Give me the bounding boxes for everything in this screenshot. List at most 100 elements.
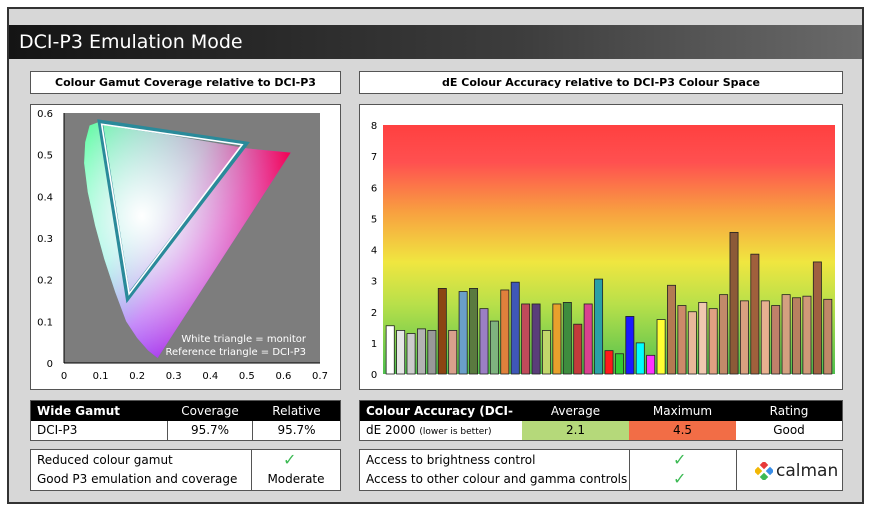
de-bar	[802, 295, 812, 375]
de-bar	[698, 302, 708, 375]
y-tick-label: 0.2	[37, 276, 53, 287]
de-plot-area	[383, 125, 835, 374]
check-icon: ✓	[673, 450, 687, 469]
gamut-summary-line2: Good P3 emulation and coverage	[37, 472, 238, 486]
gamut-summary-box: Reduced colour gamut Good P3 emulation a…	[30, 449, 341, 491]
x-tick-label: 0.4	[202, 371, 218, 382]
de-bar	[719, 294, 729, 375]
spectral-locus-white-center	[84, 121, 291, 358]
gamut-header-coverage: Coverage	[181, 404, 239, 418]
gamut-table-header: Wide Gamut Coverage Relative	[31, 401, 340, 421]
controls-summary-box: Access to brightness control Access to o…	[359, 449, 843, 491]
gamut-row-coverage: 95.7%	[190, 423, 230, 437]
de-bar	[677, 305, 687, 375]
de-bar	[562, 302, 572, 375]
calman-logo-icon	[755, 462, 773, 480]
de-bar	[604, 350, 614, 375]
de-bar	[583, 303, 593, 375]
de-bar	[614, 353, 624, 375]
gamut-header-label: Wide Gamut	[37, 404, 120, 418]
de-bar	[448, 330, 458, 375]
de-y-tick-label: 3	[371, 277, 377, 288]
x-tick-label: 0	[61, 371, 67, 382]
accuracy-header-rating: Rating	[769, 404, 809, 418]
gamut-row-relative: 95.7%	[277, 423, 316, 437]
y-tick-label: 0.1	[37, 317, 53, 328]
de-bar	[396, 330, 406, 375]
check-icon: ✓	[673, 469, 687, 488]
de-bar	[437, 288, 447, 375]
de-bar	[635, 342, 645, 375]
de-chart: 0 1 2 3 4 5 6 7 8	[371, 121, 835, 381]
de-chart-box: 0 1 2 3 4 5 6 7 8	[359, 104, 843, 390]
gamut-legend-reference: Reference triangle = DCI-P3	[166, 347, 306, 358]
gamut-header-relative: Relative	[272, 404, 321, 418]
gamut-chart-box: 0 0.1 0.2 0.3 0.4 0.5 0.6 0.7 0 0.1 0.2 0.3 0.4 0.5 0.…	[30, 104, 341, 390]
calman-logo: calman	[755, 460, 838, 482]
de-bar	[708, 308, 718, 375]
accuracy-header-average: Average	[550, 404, 601, 418]
de-y-tick-label: 6	[371, 183, 377, 194]
y-tick-label: 0.3	[37, 234, 53, 245]
accuracy-rating-value: Good	[773, 423, 805, 437]
report-frame: DCI-P3 Emulation Mode Colour Gamut Cover…	[7, 7, 864, 504]
de-bar	[417, 328, 426, 375]
de-y-tick-label: 7	[371, 152, 377, 163]
gamut-summary-line1: Reduced colour gamut	[37, 453, 173, 467]
de-bar	[687, 311, 697, 375]
x-tick-label: 0.2	[129, 371, 145, 382]
de-bar	[729, 231, 739, 375]
de-bar	[500, 289, 510, 375]
de-bar	[479, 308, 489, 375]
accuracy-table-row: dE 2000 (lower is better) 2.1 4.5 Good	[360, 421, 842, 440]
accuracy-average-value: 2.1	[522, 421, 629, 440]
de-y-tick-label: 5	[371, 214, 377, 225]
de-bar	[781, 294, 791, 375]
de-bar	[521, 303, 531, 375]
gamut-row-label: DCI-P3	[37, 423, 78, 437]
accuracy-header-maximum: Maximum	[652, 404, 713, 418]
de-bar	[656, 319, 666, 375]
de-bar	[792, 297, 801, 375]
de-bar	[489, 320, 499, 375]
y-tick-label: 0.6	[37, 109, 53, 120]
page-title: DCI-P3 Emulation Mode	[9, 25, 862, 59]
de-y-tick-label: 8	[371, 121, 377, 132]
calman-logo-text: calman	[776, 461, 839, 481]
x-tick-label: 0.5	[239, 371, 255, 382]
gamut-summary-rating: Moderate	[267, 472, 325, 486]
y-tick-label: 0	[47, 359, 53, 370]
accuracy-row-note: (lower is better)	[419, 427, 492, 437]
de-bar	[667, 284, 676, 375]
de-bar	[406, 333, 416, 375]
check-icon: ✓	[283, 450, 297, 469]
de-bar	[427, 330, 437, 375]
de-y-tick-label: 0	[371, 370, 377, 381]
reference-triangle	[97, 119, 250, 304]
de-bar	[739, 300, 749, 375]
de-bar	[458, 291, 468, 375]
de-bar	[760, 300, 770, 375]
de-y-tick-label: 2	[371, 308, 377, 319]
controls-summary-line2: Access to other colour and gamma control…	[366, 472, 628, 486]
de-y-tick-label: 1	[371, 339, 377, 350]
gamut-panel-title: Colour Gamut Coverage relative to DCI-P3	[30, 71, 341, 94]
accuracy-table: Colour Accuracy (DCI-P3) Average Maximum…	[359, 400, 843, 441]
de-bar	[812, 261, 822, 375]
de-bar	[469, 288, 479, 375]
accuracy-row-metric: dE 2000	[366, 423, 416, 437]
controls-summary-line1: Access to brightness control	[366, 453, 536, 467]
de-y-tick-label: 4	[371, 246, 377, 257]
de-bar	[385, 325, 395, 375]
gamut-table-row: DCI-P3 95.7% 95.7%	[31, 421, 340, 440]
gamut-chart: 0 0.1 0.2 0.3 0.4 0.5 0.6 0.7 0 0.1 0.2 0.3 0.4 0.5 0.…	[37, 109, 328, 382]
accuracy-table-header: Colour Accuracy (DCI-P3) Average Maximum…	[360, 401, 842, 438]
de-bar	[750, 253, 760, 375]
de-bar	[594, 278, 604, 375]
accuracy-header-label: Colour Accuracy (DCI-P3)	[366, 404, 513, 438]
accuracy-row-label: dE 2000 (lower is better)	[366, 421, 521, 440]
gamut-legend-monitor: White triangle = monitor	[181, 334, 307, 345]
x-tick-label: 0.6	[275, 371, 291, 382]
de-bar	[573, 323, 583, 375]
monitor-triangle	[100, 123, 244, 296]
